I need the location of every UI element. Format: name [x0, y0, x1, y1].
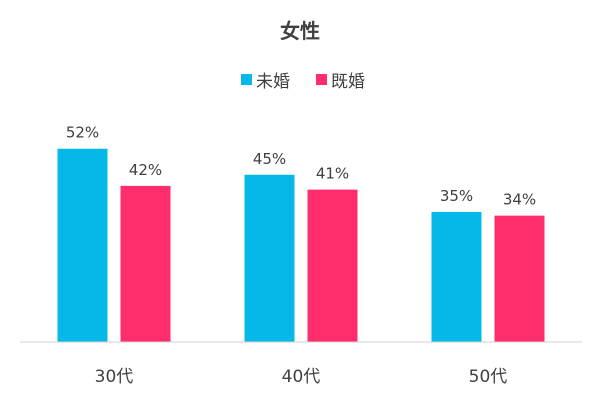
legend-label: 未婚	[256, 72, 290, 92]
x-tick-label: 50代	[469, 367, 508, 387]
legend-label: 既婚	[331, 72, 365, 92]
bar-既婚-30代	[120, 185, 171, 342]
data-label: 41%	[316, 165, 349, 183]
data-label: 52%	[66, 124, 99, 142]
legend: 未婚 既婚	[241, 72, 365, 92]
bar-既婚-40代	[307, 189, 358, 342]
legend-swatch	[241, 74, 252, 85]
data-label: 45%	[253, 150, 286, 168]
x-tick-label: 40代	[282, 367, 321, 387]
legend-swatch	[316, 74, 327, 85]
bar-未婚-30代	[57, 148, 108, 342]
data-label: 35%	[440, 187, 473, 205]
bar-未婚-40代	[244, 174, 295, 342]
chart-title: 女性	[280, 19, 320, 43]
data-label: 42%	[129, 161, 162, 179]
x-tick-label: 30代	[95, 367, 134, 387]
data-label: 34%	[503, 191, 536, 209]
bar-既婚-50代	[494, 215, 545, 342]
bar-未婚-50代	[431, 211, 482, 342]
